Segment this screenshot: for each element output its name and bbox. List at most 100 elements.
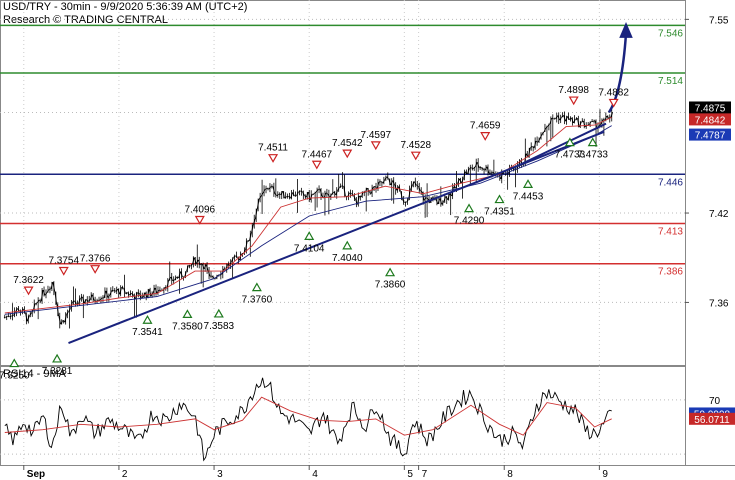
indicator-lines [4, 22, 633, 345]
candle-body [416, 184, 419, 187]
candle-body [280, 190, 283, 195]
candle-body [119, 287, 122, 295]
trendline [518, 122, 607, 167]
candle-body [48, 288, 51, 290]
candle-body [107, 294, 111, 298]
candle-body [561, 115, 564, 118]
trough-label: 7.3580 [172, 321, 203, 332]
candle-body [604, 115, 608, 121]
candle-body [390, 180, 394, 186]
candle-body [80, 296, 83, 299]
candle-body [435, 199, 439, 205]
candle-body [278, 193, 281, 196]
candle-body [331, 191, 334, 195]
price-label-box [689, 101, 731, 114]
candle-body [378, 181, 381, 183]
candle-body [402, 199, 405, 203]
peak-marker [342, 149, 353, 159]
rsi-tick-label: 70 [709, 396, 721, 407]
candle-body [113, 290, 116, 292]
peak-label: 7.4528 [400, 140, 431, 151]
trough-marker [142, 315, 153, 324]
candle-body [168, 276, 172, 281]
candle-body [29, 313, 32, 317]
candle-body [325, 192, 329, 195]
candle-body [484, 166, 488, 171]
chart-title: USD/TRY - 30min - 9/9/2020 5:36:39 AM (U… [3, 1, 248, 13]
trough-label: 7.3583 [204, 321, 235, 332]
trough-label: 7.4733 [555, 150, 586, 161]
candle-body [178, 271, 181, 278]
candle-body [461, 178, 464, 184]
candle-body [103, 290, 107, 299]
candle-body [453, 186, 456, 189]
candle-body [40, 289, 44, 302]
candle-body [239, 253, 242, 261]
candle-body [58, 316, 62, 325]
candle-body [245, 240, 248, 251]
candle-body [315, 189, 319, 193]
candle-body [459, 178, 462, 184]
candle-body [359, 195, 362, 198]
candle-body [296, 191, 299, 197]
candle-body [423, 197, 427, 201]
level-label: 7.546 [658, 28, 683, 39]
candle-body [569, 117, 572, 121]
candle-body [406, 199, 409, 203]
candle-body [42, 289, 46, 296]
candle-body [98, 299, 101, 302]
candle-body [606, 115, 610, 119]
trough-label: 7.4733 [577, 150, 608, 161]
candle-body [54, 291, 58, 305]
candle-body [445, 196, 448, 200]
candle-body [133, 294, 136, 300]
candle-body [11, 314, 14, 317]
level-label: 7.446 [658, 177, 683, 188]
trough-marker [494, 194, 505, 204]
candle-body [425, 197, 429, 200]
candle-body [233, 255, 236, 258]
candle-body [482, 168, 486, 171]
candle-body [463, 171, 466, 179]
candle-body [200, 263, 203, 266]
candle-body [593, 120, 596, 122]
peak-label: 7.4467 [302, 149, 333, 160]
candle-body [125, 292, 128, 295]
price-candles [3, 108, 614, 329]
peak-label: 7.3622 [13, 275, 44, 286]
candle-body [386, 176, 390, 180]
candle-body [91, 294, 95, 301]
candle-body [62, 320, 65, 323]
candle-body [46, 289, 50, 293]
candle-body [27, 315, 30, 322]
y-tick-label: 7.55 [709, 15, 729, 26]
candle-body [205, 264, 209, 271]
candle-body [82, 296, 85, 304]
rsi-value-box [689, 412, 735, 425]
candle-body [197, 259, 201, 265]
candle-body [417, 185, 421, 191]
trough-label: 7.3541 [132, 327, 163, 338]
price-label-box [689, 113, 731, 126]
trough-marker [251, 282, 262, 292]
candle-body [188, 265, 191, 267]
candle-body [313, 191, 317, 195]
candle-body [99, 297, 103, 301]
candle-body [339, 185, 342, 188]
peak-label: 7.4882 [598, 87, 629, 98]
candle-body [186, 265, 189, 272]
x-tick-label: 2 [122, 469, 128, 480]
y-tick-label: 7.42 [709, 209, 729, 220]
candle-body [36, 300, 40, 304]
candle-body [555, 115, 558, 119]
candle-body [457, 178, 460, 184]
candle-body [256, 199, 260, 210]
x-tick-label: 4 [312, 469, 318, 480]
trough-marker [52, 353, 63, 363]
candle-body [272, 186, 276, 194]
peak-label: 7.3766 [80, 254, 111, 265]
candle-body [176, 276, 179, 279]
candle-body [166, 279, 170, 289]
trough-label: 7.4351 [484, 207, 515, 218]
